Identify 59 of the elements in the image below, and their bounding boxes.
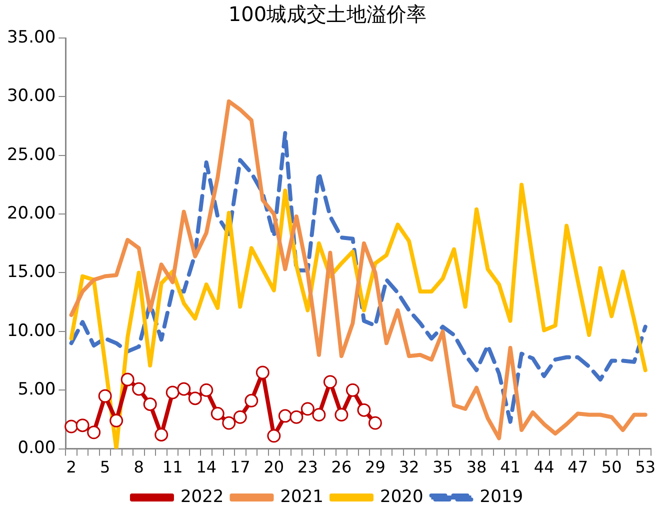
point: [346, 383, 360, 397]
point: [368, 416, 382, 430]
x-tick-label: 14: [196, 458, 217, 477]
point: [120, 372, 134, 386]
x-tick-label: 38: [466, 458, 487, 477]
point: [177, 382, 191, 396]
point: [357, 403, 371, 417]
legend-label: 2020: [380, 486, 424, 507]
x-tick-label: 41: [500, 458, 520, 477]
y-tick-label: 30.00: [6, 86, 56, 106]
point: [110, 414, 124, 428]
point: [64, 420, 78, 434]
point: [210, 406, 224, 420]
point: [222, 416, 236, 430]
point: [154, 428, 168, 442]
x-tick-label: 44: [534, 458, 554, 477]
y-tick-label: 5.00: [18, 380, 56, 400]
point: [244, 394, 258, 408]
y-tick-label: 0.00: [18, 438, 56, 458]
point: [188, 392, 202, 406]
point: [278, 409, 292, 423]
x-tick-label: 29: [365, 458, 386, 477]
point: [166, 386, 180, 400]
x-tick-label: 2: [66, 458, 76, 477]
x-tick-label: 47: [568, 458, 588, 477]
point: [300, 402, 314, 416]
point: [76, 418, 90, 432]
point: [267, 429, 281, 443]
x-tick-label: 20: [264, 458, 284, 477]
y-tick-label: 20.00: [6, 203, 56, 224]
x-tick-label: 53: [635, 458, 656, 477]
x-tick-label: 17: [230, 458, 250, 477]
x-tick-label: 23: [298, 458, 318, 477]
x-tick-label: 5: [100, 458, 110, 477]
legend-label: 2022: [180, 486, 224, 507]
y-tick-label: 35.00: [6, 27, 56, 48]
point: [132, 382, 146, 396]
point: [334, 408, 348, 422]
point: [233, 410, 247, 424]
x-tick-label: 26: [331, 458, 352, 477]
legend-label: 2021: [280, 486, 324, 507]
point: [87, 426, 101, 440]
y-tick-label: 25.00: [6, 144, 56, 165]
point: [312, 408, 326, 422]
x-tick-label: 11: [162, 458, 183, 477]
x-tick-label: 50: [601, 458, 622, 477]
point: [143, 397, 157, 411]
y-tick-label: 10.00: [6, 320, 56, 341]
legend-label: 2019: [480, 486, 524, 507]
point: [256, 366, 270, 380]
point: [323, 375, 337, 389]
x-tick-label: 8: [134, 458, 144, 477]
x-tick-label: 32: [398, 458, 420, 477]
point: [290, 410, 304, 424]
point: [98, 389, 112, 403]
y-tick-label: 15.00: [6, 262, 56, 282]
chart-title: 100城成交土地溢价率: [228, 2, 427, 26]
x-tick-label: 35: [432, 458, 453, 477]
point: [200, 383, 214, 397]
